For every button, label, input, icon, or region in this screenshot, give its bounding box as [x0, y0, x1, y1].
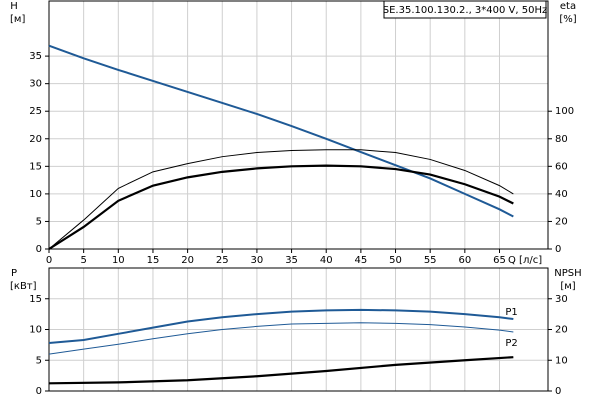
y-tick-label: 10: [29, 325, 42, 336]
y2-tick-label: 80: [555, 134, 568, 145]
curve: [48, 356, 514, 385]
y2-tick-label: 40: [555, 189, 568, 200]
y2-axis-label: [%]: [559, 14, 576, 25]
x-tick-label: 50: [389, 255, 402, 266]
y-axis-label: [кВт]: [10, 281, 37, 292]
x-tick-label: 65: [493, 255, 506, 266]
y-tick-label: 0: [36, 386, 42, 397]
x-axis-label: Q [л/с]: [508, 255, 542, 266]
y-tick-label: 15: [29, 294, 42, 305]
y-tick-label: 20: [29, 134, 42, 145]
y2-tick-label: 100: [555, 106, 574, 117]
y-tick-label: 30: [29, 79, 42, 90]
y2-tick-label: 60: [555, 161, 568, 172]
plot-frame: [48, 0, 549, 250]
y-axis-label: [м]: [10, 14, 25, 25]
y-tick-label: 35: [29, 51, 42, 62]
curve: [48, 164, 514, 250]
y2-tick-label: 20: [555, 325, 568, 336]
series-label: P1: [505, 307, 517, 318]
y-tick-label: 5: [36, 216, 42, 227]
x-tick-label: 40: [320, 255, 333, 266]
x-tick-label: 25: [216, 255, 229, 266]
y2-tick-label: 10: [555, 355, 568, 366]
x-tick-label: 0: [46, 255, 52, 266]
y-tick-label: 15: [29, 161, 42, 172]
y2-axis-label: [м]: [560, 281, 575, 292]
y2-tick-label: 0: [555, 244, 561, 255]
y-tick-label: 5: [36, 355, 42, 366]
chart-title: SE.35.100.130.2., 3*400 V, 50Hz: [383, 5, 548, 16]
x-tick-label: 30: [251, 255, 264, 266]
curve: [48, 44, 514, 218]
y-tick-label: 0: [36, 244, 42, 255]
curve: [48, 149, 514, 250]
x-tick-label: 15: [147, 255, 160, 266]
x-tick-label: 5: [80, 255, 86, 266]
series-label: P2: [505, 338, 517, 349]
x-tick-label: 10: [112, 255, 125, 266]
x-tick-label: 45: [355, 255, 368, 266]
x-tick-label: 55: [424, 255, 437, 266]
y2-tick-label: 20: [555, 216, 568, 227]
y-axis-label: P: [11, 268, 17, 279]
curve: [48, 322, 514, 355]
curve: [48, 308, 514, 345]
y2-tick-label: 0: [555, 386, 561, 397]
y2-tick-label: 30: [555, 294, 568, 305]
title-box: [383, 0, 547, 19]
y2-axis-label: eta: [560, 1, 576, 12]
y-axis-label: H: [10, 1, 18, 12]
y2-axis-label: NPSH: [554, 268, 581, 279]
x-tick-label: 35: [285, 255, 298, 266]
x-tick-label: 60: [458, 255, 471, 266]
x-tick-label: 20: [181, 255, 194, 266]
y-tick-label: 25: [29, 106, 42, 117]
y-tick-label: 10: [29, 189, 42, 200]
